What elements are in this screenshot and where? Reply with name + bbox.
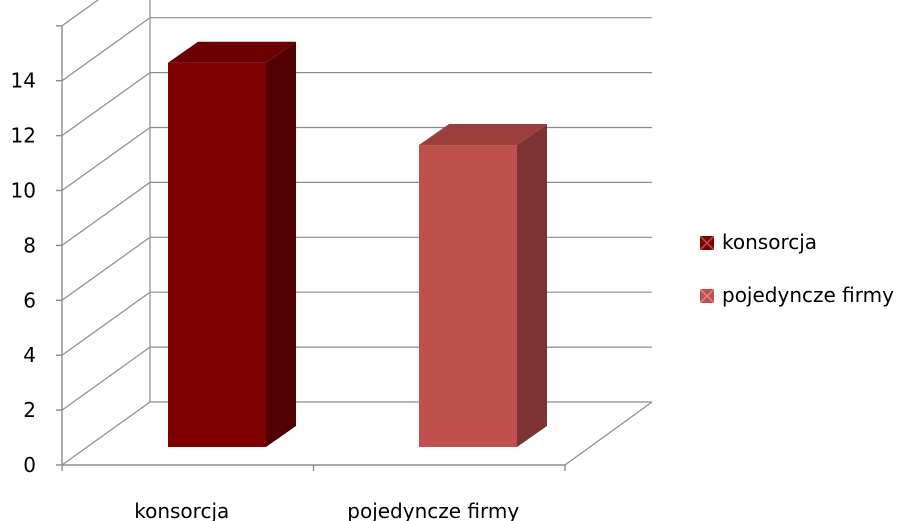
gridline-side: [62, 128, 150, 191]
gridline-side: [62, 292, 150, 355]
x-category-label-pojedyncze-firmy: pojedyncze firmy: [347, 499, 519, 521]
bar-front-face: [168, 63, 266, 447]
legend: konsorcja pojedyncze firmy: [700, 230, 894, 307]
bar-front-face: [419, 145, 517, 447]
bar-konsorcja: [168, 42, 296, 447]
bars: [168, 42, 547, 447]
bar-side-face: [266, 42, 296, 447]
legend-label-konsorcja: konsorcja: [722, 230, 817, 254]
legend-item-pojedyncze-firmy: pojedyncze firmy: [700, 283, 894, 307]
y-tick-label: 6: [23, 288, 36, 312]
y-tick-label: 4: [23, 343, 36, 367]
x-axis-category-labels: konsorcja pojedyncze firmy: [134, 499, 519, 521]
y-tick-label: 8: [23, 233, 36, 257]
gridline-side: [62, 0, 150, 26]
y-tick-label: 12: [11, 124, 36, 148]
x-category-label-konsorcja: konsorcja: [134, 499, 229, 521]
legend-label-pojedyncze-firmy: pojedyncze firmy: [722, 283, 894, 307]
gridline-side: [62, 182, 150, 245]
gridline-side: [62, 347, 150, 410]
y-tick-label: 14: [11, 69, 36, 93]
bar-side-face: [517, 124, 547, 447]
bar-pojedyncze-firmy: [419, 124, 547, 447]
legend-item-konsorcja: konsorcja: [700, 230, 817, 254]
y-axis-tick-labels: 0 2 4 6 8 10 12 14: [11, 69, 36, 477]
y-tick-label: 0: [23, 453, 36, 477]
y-tick-label: 2: [23, 398, 36, 422]
gridline-side: [62, 402, 150, 465]
y-tick-label: 10: [11, 179, 36, 203]
floor-right-edge: [565, 402, 652, 465]
gridline-side: [62, 73, 150, 136]
gridlines: [62, 0, 652, 465]
gridline-side: [62, 18, 150, 81]
gridline-side: [62, 237, 150, 300]
